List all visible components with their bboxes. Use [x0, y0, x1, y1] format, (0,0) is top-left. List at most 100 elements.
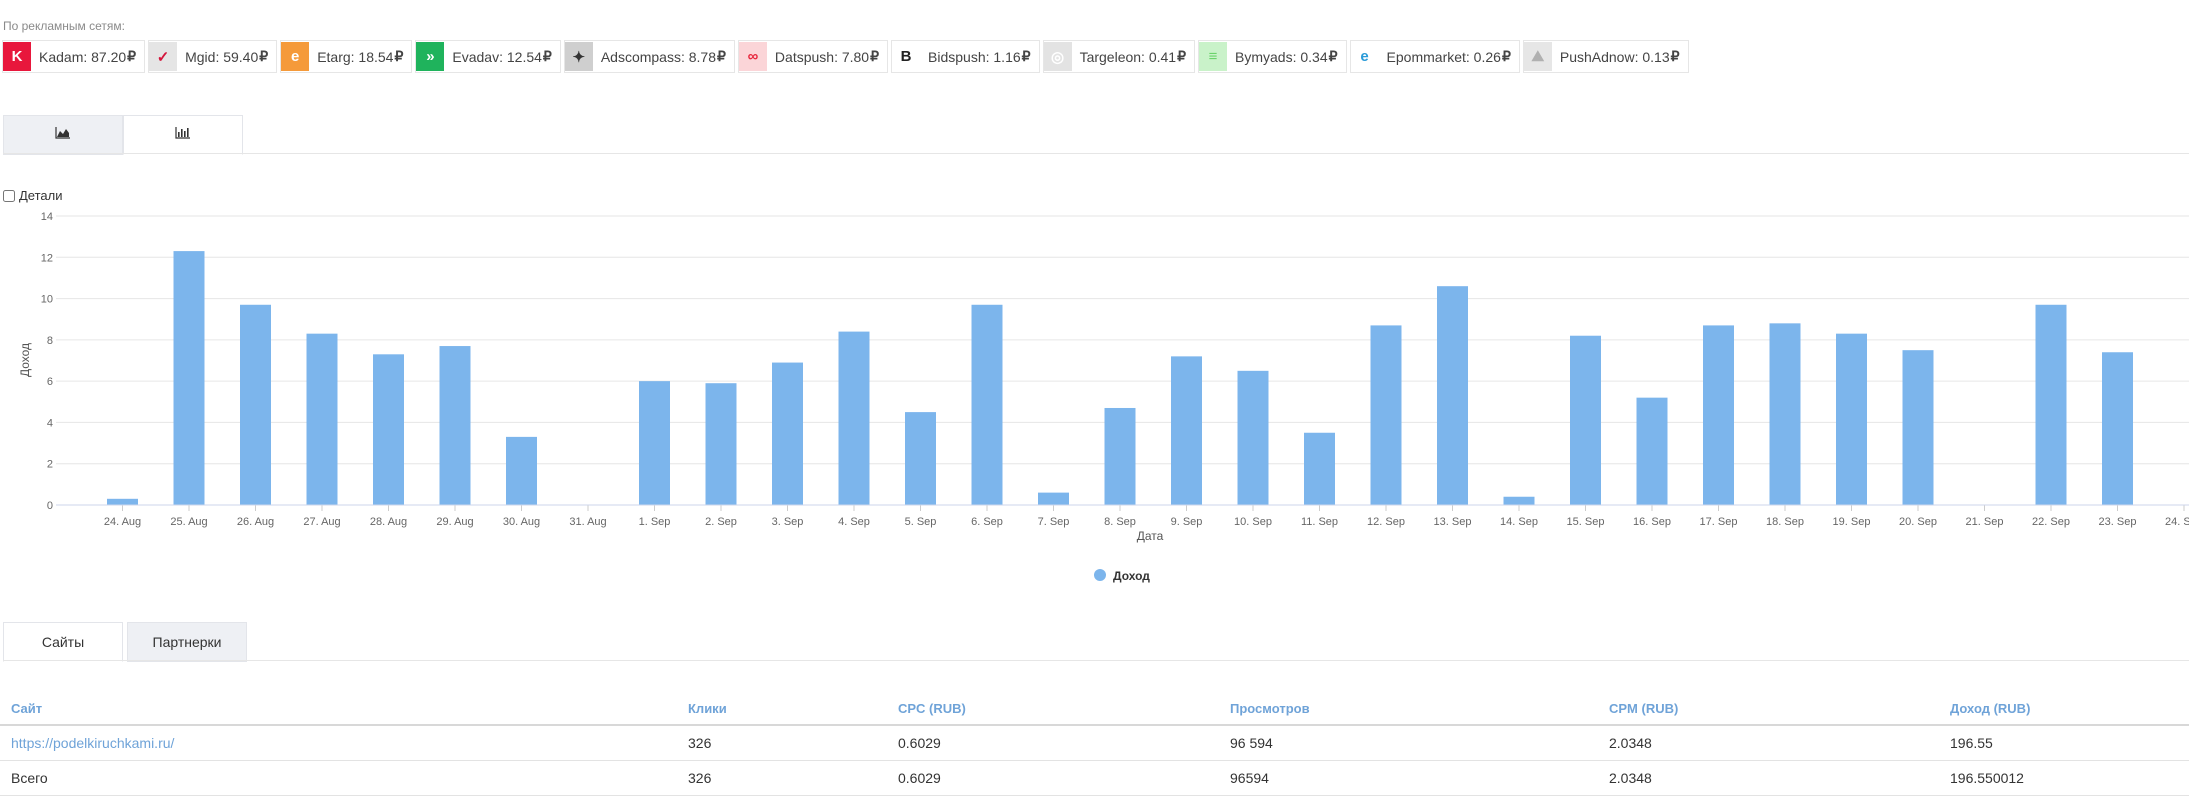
bar-1-sep: [639, 381, 670, 505]
x-tick-label: 9. Sep: [1171, 516, 1203, 528]
y-tick-label: 4: [47, 417, 53, 429]
y-tick-label: 12: [41, 252, 53, 264]
x-tick-label: 27. Aug: [303, 516, 340, 528]
total-cpc-cell: 0.6029: [887, 760, 1219, 796]
column-header-income[interactable]: Доход (RUB): [1939, 692, 2189, 726]
bar-10-sep: [1237, 370, 1269, 505]
bidspush-icon: B: [892, 42, 921, 71]
column-header-cpc[interactable]: CPC (RUB): [887, 692, 1219, 726]
tab-bar-chart[interactable]: [123, 115, 243, 155]
mgid-icon: ✓: [149, 42, 178, 71]
x-tick-label: 28. Aug: [370, 516, 407, 528]
x-tick-label: 30. Aug: [503, 516, 540, 528]
ad-networks-title: По рекламным сетям:: [3, 19, 125, 33]
datspush-icon: ∞: [738, 42, 767, 71]
ad-network-targeleon[interactable]: ◎ Targeleon: 0.41 ₽: [1042, 40, 1196, 73]
currency-sign: ₽: [1670, 48, 1680, 64]
details-checkbox[interactable]: [3, 189, 15, 202]
ad-network-mgid[interactable]: ✓ Mgid: 59.40 ₽: [148, 40, 278, 73]
tab-sites[interactable]: Сайты: [3, 622, 123, 662]
bar-11-sep: [1304, 432, 1335, 505]
bar-29-aug: [439, 346, 471, 505]
x-tick-label: 5. Sep: [905, 516, 937, 528]
bar-5-sep: [905, 412, 936, 505]
bar-7-sep: [1038, 492, 1069, 505]
kadam-icon: K: [3, 42, 31, 71]
evadav-icon: »: [416, 42, 445, 71]
currency-sign: ₽: [259, 48, 269, 64]
ad-network-datspush[interactable]: ∞ Datspush: 7.80 ₽: [737, 40, 889, 73]
bar-23-sep: [2102, 352, 2133, 505]
bymyads-icon: ≡: [1199, 42, 1228, 71]
ad-network-label: PushAdnow: 0.13: [1559, 48, 1670, 65]
bar-14-sep: [1503, 496, 1535, 505]
ad-network-label: Kadam: 87.20: [39, 48, 127, 65]
x-tick-label: 4. Sep: [838, 516, 870, 528]
ad-network-label: Targeleon: 0.41: [1079, 48, 1177, 65]
ad-network-etarg[interactable]: e Etarg: 18.54 ₽: [280, 40, 413, 73]
x-tick-label: 31. Aug: [569, 516, 606, 528]
legend-label: Доход: [1113, 569, 1150, 583]
ad-network-label: Mgid: 59.40: [185, 48, 259, 65]
bar-15-sep: [1570, 335, 1601, 505]
bar-17-sep: [1703, 325, 1734, 505]
targeleon-icon: ◎: [1043, 42, 1072, 71]
x-tick-label: 26. Aug: [237, 516, 274, 528]
ad-network-label: Evadav: 12.54: [452, 48, 542, 65]
ad-network-bymyads[interactable]: ≡ Bymyads: 0.34 ₽: [1198, 40, 1347, 73]
x-tick-label: 7. Sep: [1038, 516, 1070, 528]
x-tick-label: 12. Sep: [1367, 516, 1405, 528]
chart-type-tabs: [3, 115, 243, 155]
views-cell: 96 594: [1219, 725, 1598, 761]
legend-marker: [1094, 569, 1106, 581]
column-header-cpm[interactable]: CPM (RUB): [1598, 692, 1939, 726]
currency-sign: ₽: [127, 48, 137, 64]
ad-network-epommarket[interactable]: e Epommarket: 0.26 ₽: [1349, 40, 1520, 73]
y-tick-label: 10: [41, 294, 53, 306]
x-tick-label: 10. Sep: [1234, 516, 1272, 528]
bar-3-sep: [772, 362, 803, 505]
x-tick-label: 6. Sep: [971, 516, 1003, 528]
x-tick-label: 15. Sep: [1567, 516, 1605, 528]
bar-18-sep: [1769, 323, 1801, 505]
bar-28-aug: [373, 354, 404, 505]
site-link[interactable]: https://podelkiruchkami.ru/: [11, 735, 175, 751]
ad-network-adscompass[interactable]: ✦ Adscompass: 8.78 ₽: [563, 40, 735, 73]
ad-network-kadam[interactable]: K Kadam: 87.20 ₽: [2, 40, 146, 73]
tab-area-chart[interactable]: [3, 115, 123, 155]
table-row: https://podelkiruchkami.ru/ 326 0.6029 9…: [0, 725, 2189, 761]
currency-sign: ₽: [394, 48, 404, 64]
currency-sign: ₽: [542, 48, 552, 64]
ad-network-label: Datspush: 7.80: [774, 48, 870, 65]
x-tick-label: 24. Sep: [2165, 516, 2189, 528]
ad-network-bidspush[interactable]: B Bidspush: 1.16 ₽: [891, 40, 1040, 73]
bar-4-sep: [838, 331, 870, 505]
total-income-cell: 196.550012: [1939, 760, 2189, 796]
currency-sign: ₽: [1328, 48, 1338, 64]
ad-network-pushadnow[interactable]: ⛰ PushAdnow: 0.13 ₽: [1522, 40, 1689, 73]
bar-9-sep: [1171, 356, 1202, 505]
bar-20-sep: [1902, 350, 1934, 505]
x-tick-label: 21. Sep: [1966, 516, 2004, 528]
x-tick-label: 18. Sep: [1766, 516, 1804, 528]
currency-sign: ₽: [1501, 48, 1511, 64]
y-tick-label: 0: [47, 500, 53, 512]
details-toggle[interactable]: Детали: [3, 188, 63, 203]
column-header-clicks[interactable]: Клики: [677, 692, 887, 726]
x-tick-label: 19. Sep: [1833, 516, 1871, 528]
column-header-site[interactable]: Сайт: [0, 692, 677, 726]
x-tick-label: 20. Sep: [1899, 516, 1937, 528]
y-tick-label: 8: [47, 335, 53, 347]
x-tick-label: 11. Sep: [1301, 516, 1338, 528]
bar-27-aug: [306, 333, 338, 505]
bar-19-sep: [1836, 333, 1867, 505]
bar-8-sep: [1104, 407, 1136, 505]
y-tick-label: 14: [41, 211, 53, 223]
ad-network-evadav[interactable]: » Evadav: 12.54 ₽: [415, 40, 561, 73]
y-tick-label: 2: [47, 459, 53, 471]
ad-networks-list: K Kadam: 87.20 ₽ ✓ Mgid: 59.40 ₽ e Etarg: 18.54…: [2, 40, 1689, 73]
column-header-views[interactable]: Просмотров: [1219, 692, 1598, 726]
tab-partners[interactable]: Партнерки: [127, 622, 247, 662]
currency-sign: ₽: [870, 48, 880, 64]
x-tick-label: 1. Sep: [639, 516, 671, 528]
